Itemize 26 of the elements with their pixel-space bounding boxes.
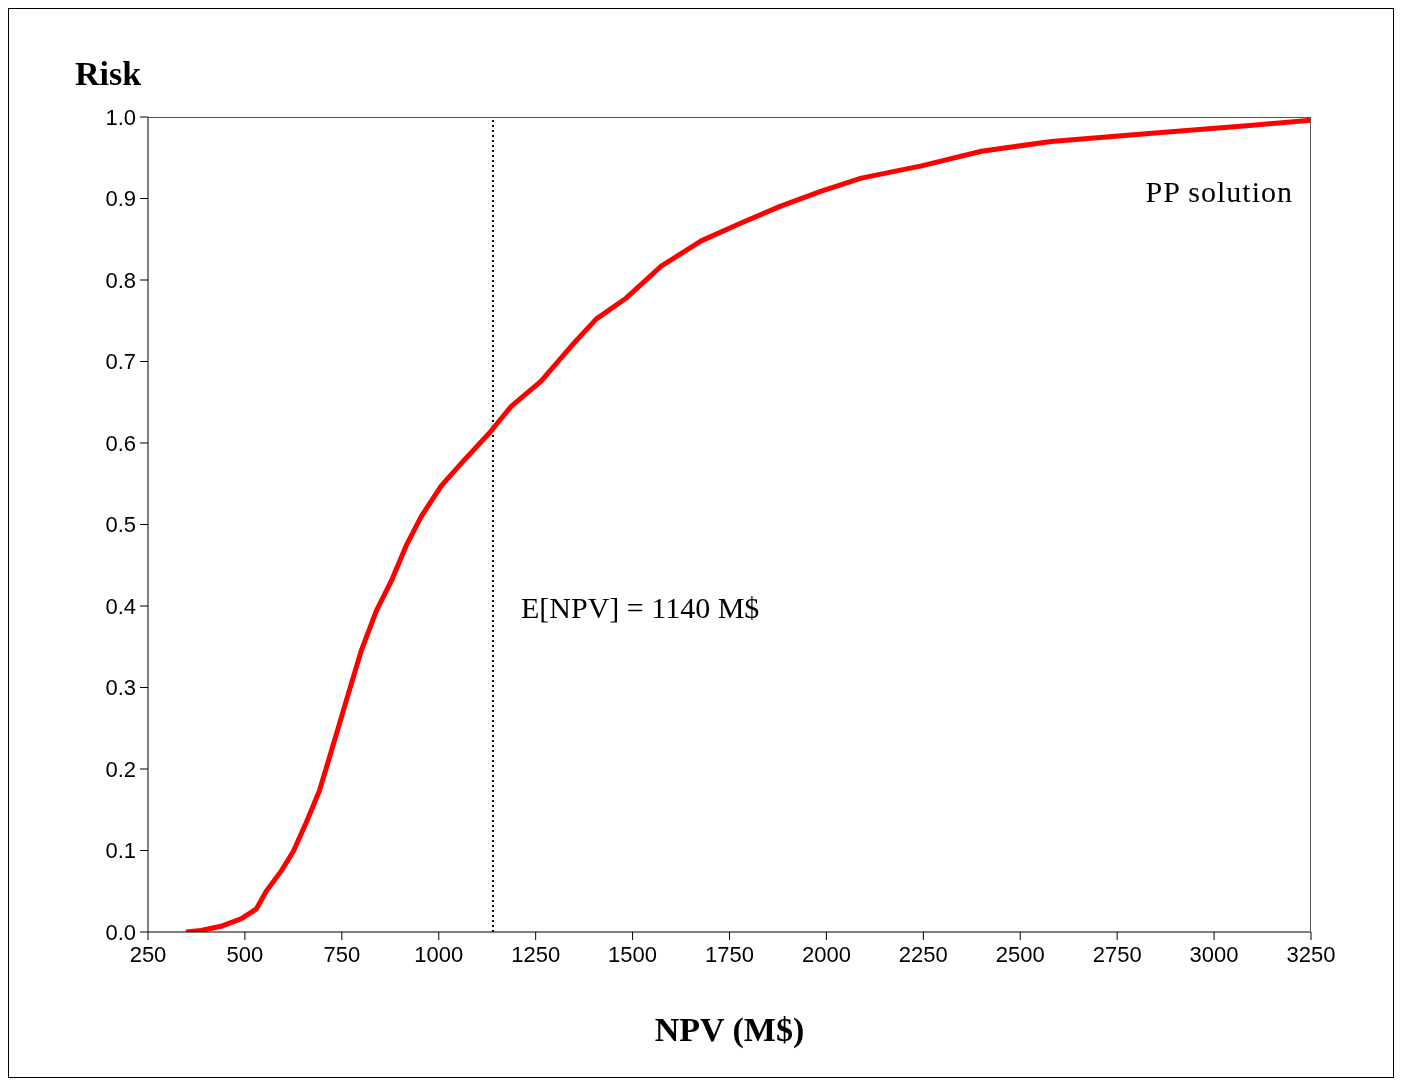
ref-line-label: E[NPV] = 1140 M$ <box>521 591 760 625</box>
x-tick-label: 2750 <box>1092 941 1142 967</box>
x-tick-label: 2000 <box>801 941 851 967</box>
y-tick-label: 0.6 <box>105 430 136 456</box>
y-tick-label: 0.3 <box>105 675 136 701</box>
x-tick-label: 500 <box>226 941 264 967</box>
x-tick-label: 2500 <box>995 941 1045 967</box>
y-axis-title: Risk <box>75 55 142 93</box>
y-tick-label: 0.1 <box>105 838 136 864</box>
x-tick-label: 3000 <box>1189 941 1239 967</box>
y-tick-label: 0.7 <box>105 349 136 375</box>
x-tick-label: 1250 <box>511 941 561 967</box>
y-tick-label: 0.8 <box>105 267 136 293</box>
x-tick-label: 1000 <box>414 941 464 967</box>
y-tick-label: 0.4 <box>105 593 136 619</box>
annotation: PP solution <box>1145 175 1293 209</box>
x-tick-label: 750 <box>323 941 361 967</box>
x-axis-title: NPV (M$) <box>653 1011 806 1049</box>
x-tick-label: 1750 <box>705 941 754 967</box>
x-tick-label: 1500 <box>608 941 658 967</box>
y-tick-label: 0.5 <box>105 512 136 538</box>
y-tick-label: 0.9 <box>105 186 136 212</box>
x-tick-label: 3250 <box>1286 941 1336 967</box>
y-tick-label: 1.0 <box>105 104 136 130</box>
y-tick-label: 0.2 <box>105 756 136 782</box>
x-tick-label: 2250 <box>898 941 948 967</box>
